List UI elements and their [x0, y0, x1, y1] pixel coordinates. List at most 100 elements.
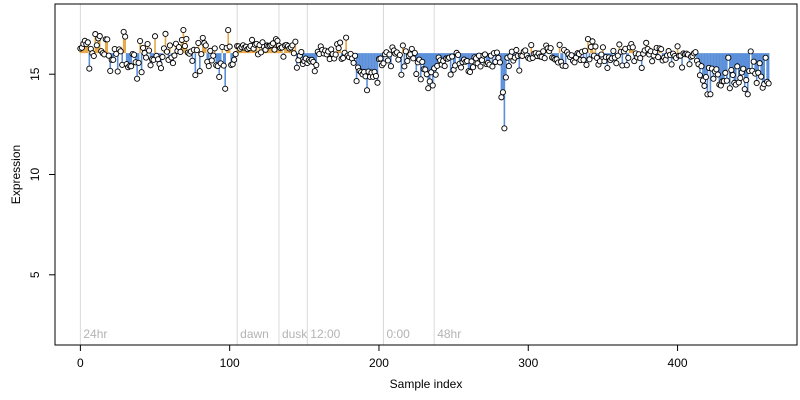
data-point	[189, 57, 196, 64]
data-point	[613, 60, 620, 67]
data-point	[469, 64, 477, 71]
data-point	[107, 67, 114, 74]
data-point	[692, 49, 699, 56]
x-tick-label: 0	[77, 356, 84, 370]
data-point	[489, 63, 496, 70]
data-point	[138, 69, 145, 76]
data-point	[411, 49, 418, 56]
data-point	[755, 69, 762, 76]
data-point	[374, 79, 381, 86]
data-point	[413, 70, 420, 78]
x-tick-label: 400	[668, 356, 688, 370]
data-point	[750, 58, 757, 65]
data-point	[104, 36, 111, 43]
data-point	[257, 49, 265, 56]
data-point	[728, 66, 735, 74]
data-point	[623, 62, 630, 69]
data-point	[195, 39, 202, 47]
data-point	[501, 125, 508, 132]
data-point	[146, 47, 153, 54]
x-axis: 0 100 200 300 400	[77, 345, 688, 370]
data-point	[352, 52, 359, 59]
data-point	[293, 64, 300, 71]
data-point	[637, 55, 644, 62]
data-point	[758, 73, 765, 80]
data-point	[384, 57, 391, 64]
data-point	[747, 48, 754, 55]
data-point	[449, 53, 456, 60]
data-point	[762, 54, 769, 61]
data-point	[696, 72, 704, 79]
data-point	[447, 71, 454, 78]
event-label: 48hr	[437, 327, 461, 341]
data-point	[137, 38, 144, 45]
data-point	[502, 74, 509, 81]
data-point	[193, 47, 200, 54]
data-point	[701, 82, 708, 89]
data-point	[426, 78, 433, 85]
data-point	[387, 63, 394, 70]
data-point	[207, 47, 214, 54]
data-point	[335, 45, 342, 52]
data-point	[714, 71, 721, 78]
x-tick-label: 100	[220, 356, 240, 370]
y-tick-label: 10	[28, 168, 42, 182]
data-point	[231, 56, 238, 63]
data-point	[404, 57, 411, 65]
data-point	[222, 85, 229, 92]
data-point	[105, 52, 112, 59]
data-point	[649, 58, 656, 65]
data-point	[466, 68, 474, 76]
data-point	[668, 61, 675, 68]
data-point	[220, 62, 227, 69]
data-point	[419, 58, 426, 65]
data-point	[740, 65, 747, 72]
data-point	[604, 64, 611, 72]
data-point	[380, 60, 387, 67]
data-point	[180, 26, 187, 34]
data-point	[686, 61, 693, 68]
y-axis-title: Expression	[9, 145, 23, 204]
data-point	[143, 54, 150, 61]
data-point	[292, 38, 299, 45]
data-point	[737, 74, 744, 82]
data-point	[741, 86, 748, 93]
data-point	[128, 63, 135, 70]
data-point	[298, 48, 305, 56]
data-point	[157, 65, 165, 72]
data-point	[90, 52, 97, 60]
data-point	[583, 61, 590, 68]
data-point	[581, 47, 589, 54]
data-point	[114, 68, 121, 75]
data-point	[589, 38, 596, 45]
data-point	[540, 48, 547, 55]
data-point	[541, 55, 548, 62]
data-point	[163, 48, 171, 55]
data-point	[562, 63, 569, 70]
data-point	[274, 37, 281, 44]
y-tick-label: 5	[28, 271, 42, 278]
data-point	[162, 30, 169, 37]
y-tick-label: 15	[28, 67, 42, 81]
data-point	[513, 46, 520, 54]
data-point	[396, 51, 403, 59]
data-point	[226, 43, 233, 50]
data-point	[377, 55, 384, 62]
data-point	[547, 45, 554, 52]
data-point	[726, 85, 733, 92]
data-point	[410, 55, 417, 62]
data-point	[743, 77, 750, 84]
data-point	[586, 56, 593, 63]
data-point	[199, 34, 206, 41]
data-point	[337, 39, 344, 46]
data-point	[756, 60, 763, 67]
data-point	[110, 56, 117, 63]
data-point	[417, 76, 424, 83]
data-point	[135, 59, 142, 66]
data-point	[722, 69, 729, 76]
event-label: 12:00	[310, 327, 340, 341]
event-label: 0:00	[386, 327, 410, 341]
data-point	[658, 46, 665, 53]
data-point	[702, 74, 709, 81]
